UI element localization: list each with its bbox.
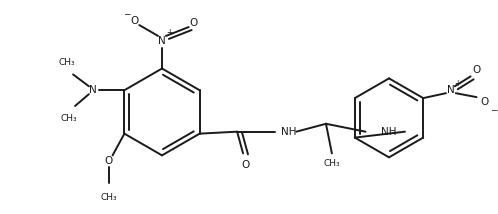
Text: +: + [166,28,172,37]
Text: −: − [123,9,130,18]
Text: O: O [105,156,113,166]
Text: O: O [473,65,481,76]
Text: CH₃: CH₃ [324,159,340,168]
Text: CH₃: CH₃ [61,114,78,123]
Text: −: − [490,106,497,114]
Text: +: + [455,79,461,88]
Text: NH: NH [381,127,397,137]
Text: CH₃: CH₃ [59,58,76,67]
Text: N: N [158,36,166,46]
Text: O: O [189,18,198,28]
Text: N: N [89,85,97,95]
Text: O: O [241,160,249,170]
Text: O: O [480,97,489,107]
Text: O: O [130,16,138,26]
Text: NH: NH [280,127,296,137]
Text: N: N [447,85,455,95]
Text: CH₃: CH₃ [100,193,117,202]
